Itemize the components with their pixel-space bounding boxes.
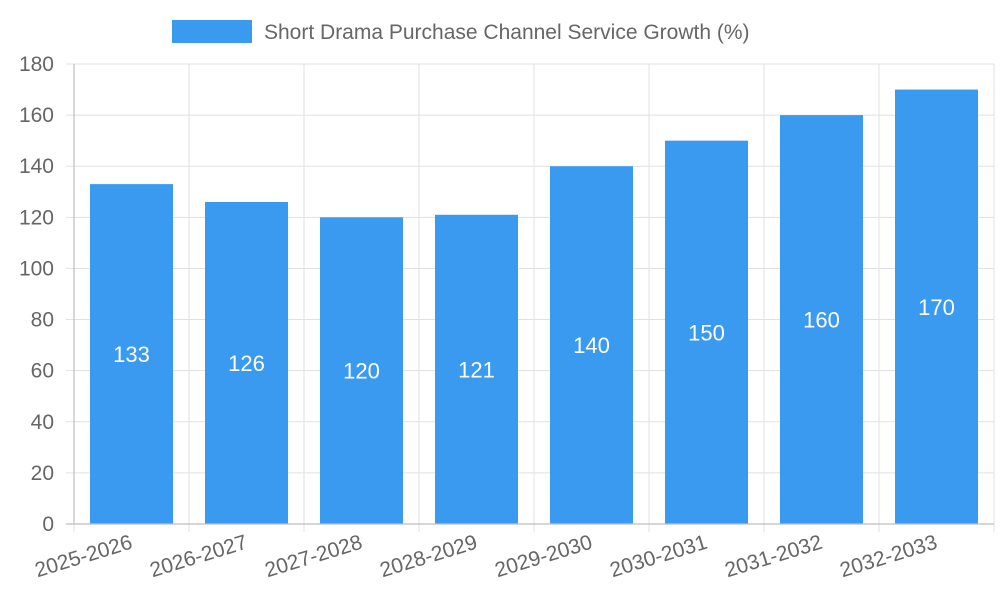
x-tick-label: 2031-2032 — [722, 531, 825, 582]
bar — [895, 89, 978, 525]
bar — [435, 214, 518, 524]
data-label: 121 — [458, 357, 495, 382]
data-label: 170 — [918, 295, 955, 320]
x-tick-label: 2030-2031 — [607, 531, 710, 582]
legend-label: Short Drama Purchase Channel Service Gro… — [264, 21, 750, 44]
data-label: 120 — [343, 359, 380, 384]
x-tick-label: 2032-2033 — [837, 531, 940, 582]
y-tick-label: 140 — [19, 155, 54, 178]
y-tick-label: 120 — [19, 206, 54, 229]
bar — [550, 166, 633, 524]
bars — [90, 89, 978, 525]
data-label: 140 — [573, 333, 610, 358]
y-tick-label: 160 — [19, 104, 54, 127]
x-tick-label: 2027-2028 — [262, 531, 365, 582]
data-label: 160 — [803, 308, 840, 333]
bar — [205, 202, 288, 524]
x-tick-label: 2025-2026 — [32, 531, 135, 582]
data-label: 133 — [113, 342, 150, 367]
bar — [780, 115, 863, 524]
y-tick-label: 40 — [31, 411, 54, 434]
data-label: 150 — [688, 320, 725, 345]
y-tick-label: 60 — [31, 360, 54, 383]
legend-swatch — [172, 20, 252, 43]
legend[interactable]: Short Drama Purchase Channel Service Gro… — [172, 20, 750, 44]
axes — [66, 64, 994, 525]
x-tick-label: 2026-2027 — [147, 531, 250, 582]
y-tick-label: 80 — [31, 309, 54, 332]
y-tick-label: 180 — [19, 53, 54, 76]
bar — [320, 217, 403, 525]
data-labels: 133 126 120 121 140 150 160 170 — [113, 295, 955, 384]
x-tick-label: 2029-2030 — [492, 531, 595, 582]
y-tick-label: 100 — [19, 257, 54, 280]
bar — [665, 140, 748, 524]
y-tick-label: 20 — [31, 462, 54, 485]
y-tick-label: 0 — [42, 513, 54, 536]
y-axis-ticks: 0 20 40 60 80 100 120 140 160 180 — [19, 53, 54, 536]
data-label: 126 — [228, 351, 265, 376]
x-axis-ticks: 2025-2026 2026-2027 2027-2028 2028-2029 2029… — [32, 531, 940, 582]
x-tick-label: 2028-2029 — [377, 531, 480, 582]
bar — [90, 184, 173, 524]
